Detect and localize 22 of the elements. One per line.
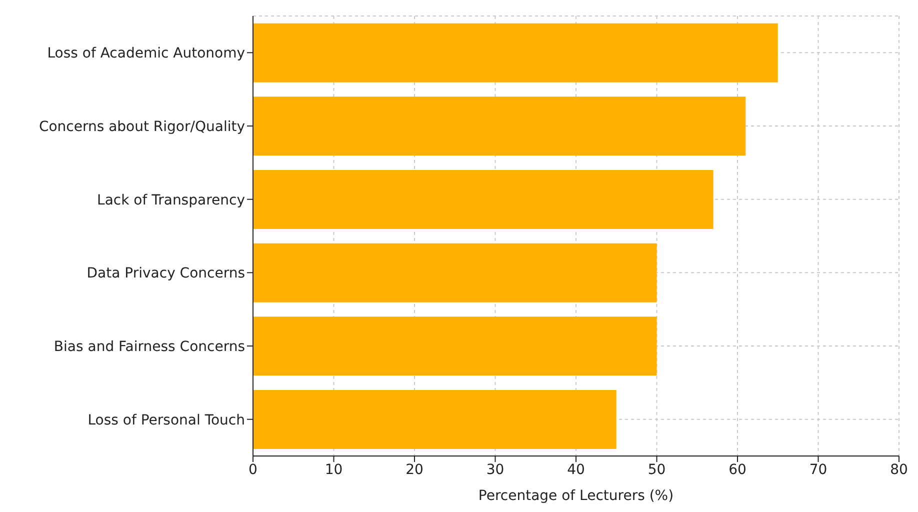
y-tick-label: Loss of Personal Touch	[88, 412, 245, 428]
y-tick-label: Lack of Transparency	[97, 192, 245, 208]
x-tick-label: 30	[486, 462, 504, 478]
bar	[253, 243, 657, 302]
bar	[253, 23, 778, 82]
bar	[253, 96, 746, 156]
x-tick-label: 80	[890, 462, 908, 478]
y-tick-label: Loss of Academic Autonomy	[47, 46, 245, 62]
x-tick-label: 50	[648, 462, 666, 478]
bar	[253, 170, 714, 229]
y-tick-label: Data Privacy Concerns	[86, 266, 245, 282]
bar	[253, 316, 657, 376]
x-tick-label: 70	[809, 462, 828, 478]
y-tick-label: Concerns about Rigor/Quality	[38, 118, 245, 135]
x-tick-label: 60	[728, 462, 746, 478]
y-tick-label: Bias and Fairness Concerns	[54, 338, 245, 355]
x-tick-label: 20	[406, 462, 424, 478]
x-tick-label: 40	[567, 462, 585, 478]
bar	[253, 390, 616, 449]
x-axis-title: Percentage of Lecturers (%)	[478, 488, 674, 504]
x-tick-label: 10	[324, 462, 343, 478]
x-tick-label: 0	[248, 462, 258, 478]
